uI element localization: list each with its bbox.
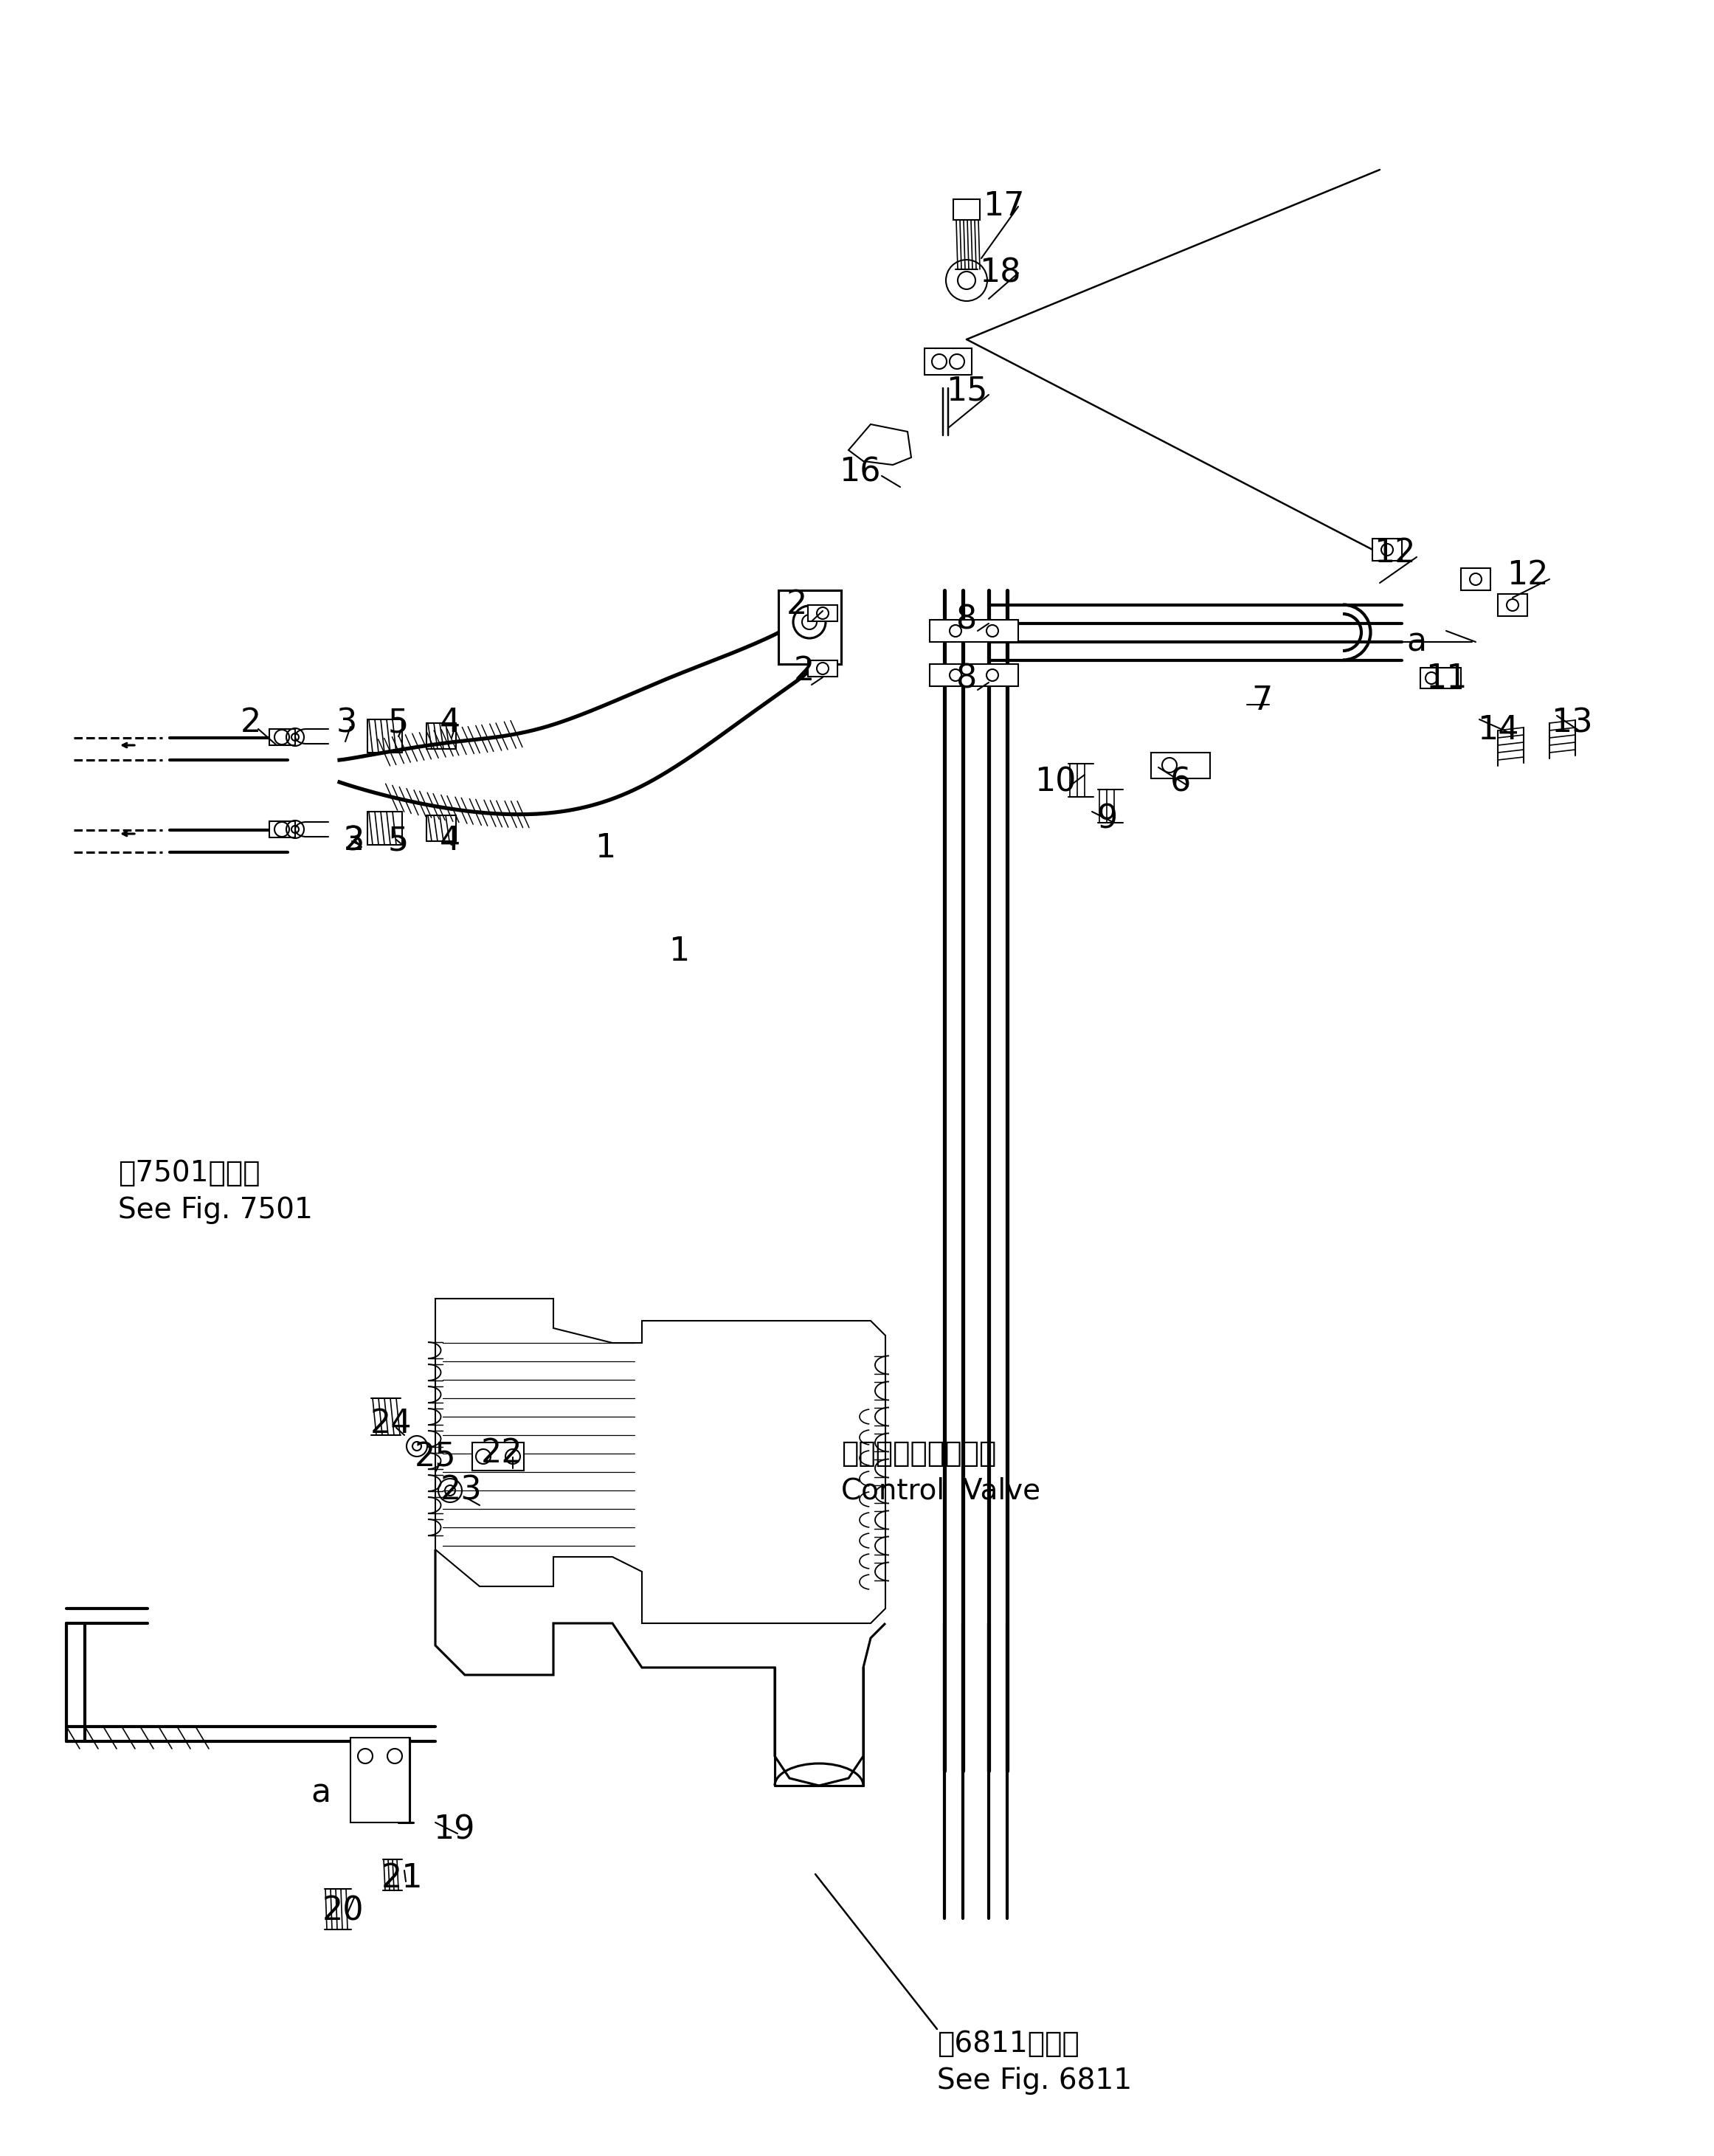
Text: 18: 18 [979,257,1020,289]
Text: a: a [310,1777,331,1809]
Text: 12: 12 [1373,537,1416,569]
Text: 24: 24 [370,1408,411,1440]
Text: See Fig. 6811: See Fig. 6811 [938,2068,1131,2096]
Bar [350,1738,410,1822]
Text: 10: 10 [1034,765,1076,798]
Text: 第6811図参照: 第6811図参照 [938,2029,1080,2057]
Text: 3: 3 [336,707,357,740]
Bar [473,1442,524,1470]
Text: コントロールバルブ: コントロールバルブ [842,1440,996,1468]
Text: 3: 3 [345,826,365,858]
Text: 16: 16 [838,457,881,487]
Text: 21: 21 [381,1863,423,1893]
Bar [1421,668,1460,688]
Text: 19: 19 [434,1813,475,1846]
Text: 9: 9 [1097,804,1118,834]
Bar [953,198,980,220]
Text: 6: 6 [1171,765,1191,798]
Polygon shape [435,1298,886,1623]
Text: 12: 12 [1507,561,1548,591]
Text: See Fig. 7501: See Fig. 7501 [118,1197,312,1225]
Text: 25: 25 [415,1442,456,1473]
Text: 4: 4 [440,826,461,858]
Bar [778,591,842,664]
Bar [269,729,295,746]
Text: 第7501図参照: 第7501図参照 [118,1160,261,1188]
Text: 13: 13 [1551,707,1592,740]
Text: 11: 11 [1426,662,1467,694]
Text: a: a [1407,625,1426,658]
Text: 2: 2 [345,826,365,858]
Text: 14: 14 [1477,714,1519,746]
Bar [1373,539,1402,561]
Text: 1: 1 [595,832,615,865]
Text: 15: 15 [946,375,987,407]
Bar [807,606,838,621]
Text: 7: 7 [1251,686,1272,716]
Polygon shape [848,425,912,466]
Text: 2: 2 [787,589,807,621]
Text: 5: 5 [387,826,410,858]
Text: 2: 2 [240,707,261,740]
Text: 1: 1 [668,936,689,968]
Bar [929,619,1018,642]
Bar [269,821,295,837]
Bar [1152,752,1210,778]
Bar [929,664,1018,686]
Text: Control  Valve: Control Valve [842,1477,1040,1505]
Bar [924,349,972,375]
Text: 23: 23 [440,1475,482,1507]
Text: 17: 17 [982,190,1025,222]
Text: 20: 20 [322,1895,363,1927]
Bar [1498,593,1527,617]
Text: 8: 8 [956,662,977,694]
Text: 2: 2 [794,655,814,688]
Bar [807,660,838,677]
Text: 5: 5 [387,707,410,740]
Text: 8: 8 [956,604,977,636]
Text: 22: 22 [482,1438,523,1470]
Bar [1460,569,1491,591]
Text: 4: 4 [440,707,461,740]
